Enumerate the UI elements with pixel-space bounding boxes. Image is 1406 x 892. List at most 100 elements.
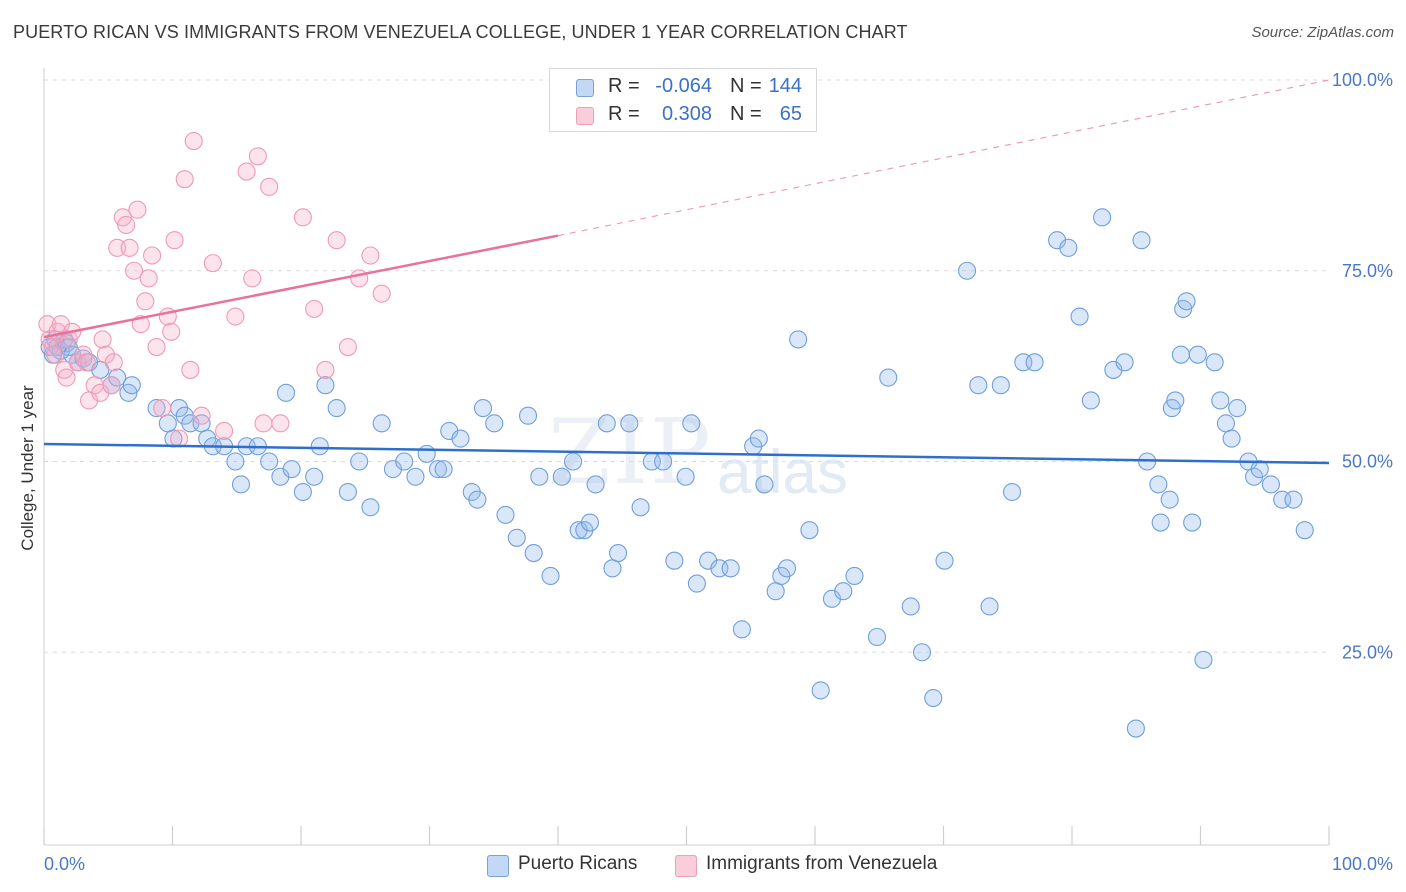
data-point-puerto-rican — [1222, 429, 1241, 448]
data-point-puerto-rican — [1166, 391, 1185, 410]
data-point-puerto-rican — [687, 574, 706, 593]
data-point-puerto-rican — [609, 544, 628, 563]
data-point-puerto-rican — [654, 452, 673, 471]
data-point-puerto-rican — [158, 414, 177, 433]
data-point-puerto-rican — [372, 414, 391, 433]
data-point-puerto-rican — [282, 460, 301, 479]
data-point-puerto-rican — [361, 498, 380, 517]
watermark-atlas: atlas — [717, 438, 848, 507]
data-point-puerto-rican — [597, 414, 616, 433]
data-point-puerto-rican — [924, 688, 943, 708]
y-axis-title: College, Under 1 year — [18, 385, 37, 551]
data-point-venezuela — [77, 353, 96, 372]
data-point-puerto-rican — [957, 261, 977, 280]
data-point-puerto-rican — [665, 551, 684, 570]
data-point-venezuela — [96, 345, 115, 364]
data-point-venezuela — [139, 269, 158, 288]
data-point-puerto-rican — [935, 551, 954, 570]
data-point-puerto-rican — [417, 444, 436, 463]
data-point-puerto-rican — [468, 490, 487, 509]
data-point-puerto-rican — [1115, 353, 1134, 372]
data-point-puerto-rican — [991, 376, 1010, 395]
data-point-venezuela — [316, 360, 335, 379]
data-point-venezuela — [153, 399, 172, 418]
legend-n-value: 65 — [779, 103, 802, 125]
data-point-puerto-rican — [811, 681, 830, 700]
data-point-puerto-rican — [1149, 475, 1168, 494]
data-point-venezuela — [243, 269, 262, 288]
data-point-venezuela — [57, 368, 76, 387]
data-point-puerto-rican — [564, 452, 583, 471]
data-point-venezuela — [237, 162, 256, 181]
data-point-puerto-rican — [122, 376, 141, 395]
data-point-puerto-rican — [541, 566, 560, 586]
axis-labels: 100.0% 75.0% 50.0% 25.0% 0.0% 100.0% College, … — [18, 70, 1393, 874]
bottom-legend-swatch-pink — [675, 855, 697, 877]
legend-r-label: R = — [608, 103, 640, 125]
data-point-venezuela — [271, 414, 290, 433]
data-point-venezuela — [305, 299, 324, 318]
legend-r-value: 0.308 — [661, 103, 712, 125]
data-point-venezuela — [38, 315, 57, 334]
data-point-puerto-rican — [732, 620, 751, 639]
data-point-puerto-rican — [518, 406, 538, 425]
data-point-puerto-rican — [496, 505, 515, 524]
data-point-venezuela — [215, 421, 234, 441]
data-point-puerto-rican — [231, 475, 251, 494]
data-point-puerto-rican — [1295, 521, 1314, 540]
data-point-venezuela — [203, 254, 222, 273]
source-label: Source: ZipAtlas.com — [1251, 24, 1394, 41]
data-point-puerto-rican — [721, 559, 740, 578]
data-point-venezuela — [93, 330, 112, 349]
data-point-puerto-rican — [1261, 475, 1281, 494]
data-point-puerto-rican — [980, 597, 999, 616]
data-point-puerto-rican — [1183, 513, 1202, 532]
data-point-puerto-rican — [901, 597, 920, 616]
data-point-puerto-rican — [834, 582, 853, 601]
data-point-puerto-rican — [603, 559, 622, 578]
x-tick-label-max: 100.0% — [1332, 854, 1393, 874]
data-point-venezuela — [361, 246, 380, 265]
data-point-puerto-rican — [305, 467, 324, 486]
trend-line-puerto-ricans — [43, 442, 1330, 465]
data-point-puerto-rican — [338, 482, 357, 502]
data-point-venezuela — [108, 238, 127, 257]
data-point-puerto-rican — [226, 452, 245, 471]
data-point-puerto-rican — [147, 399, 166, 418]
axes — [43, 68, 1330, 846]
data-point-venezuela — [128, 200, 147, 219]
trend-lines — [43, 79, 1330, 465]
legend-n-value: 144 — [768, 75, 802, 97]
data-point-puerto-rican — [524, 544, 543, 563]
data-point-puerto-rican — [580, 513, 599, 532]
data-point-venezuela — [338, 337, 357, 357]
data-point-venezuela — [226, 307, 245, 326]
data-point-venezuela — [117, 215, 136, 235]
data-point-puerto-rican — [867, 627, 887, 647]
data-point-puerto-rican — [1003, 482, 1022, 502]
data-point-puerto-rican — [293, 482, 312, 502]
data-point-puerto-rican — [1228, 399, 1247, 418]
data-point-venezuela — [165, 231, 184, 250]
series-puerto-ricans — [40, 208, 1314, 738]
data-point-puerto-rican — [428, 460, 448, 479]
legend-swatch-blue — [576, 79, 594, 97]
x-tick-label-min: 0.0% — [44, 854, 85, 874]
data-point-puerto-rican — [620, 414, 639, 433]
data-point-venezuela — [102, 376, 121, 395]
data-point-puerto-rican — [1284, 490, 1303, 509]
bottom-legend-label: Puerto Ricans — [518, 853, 638, 874]
legend-r-value: -0.064 — [655, 75, 712, 97]
data-point-puerto-rican — [1059, 238, 1078, 257]
data-point-puerto-rican — [1160, 490, 1179, 509]
data-point-venezuela — [143, 246, 162, 265]
data-point-puerto-rican — [316, 376, 335, 395]
y-tick-label: 100.0% — [1332, 70, 1393, 90]
data-point-venezuela — [260, 177, 279, 196]
data-point-puerto-rican — [912, 643, 932, 662]
data-point-puerto-rican — [1211, 391, 1230, 410]
y-tick-label: 50.0% — [1342, 452, 1393, 472]
data-point-puerto-rican — [276, 383, 296, 402]
data-point-puerto-rican — [473, 399, 493, 418]
